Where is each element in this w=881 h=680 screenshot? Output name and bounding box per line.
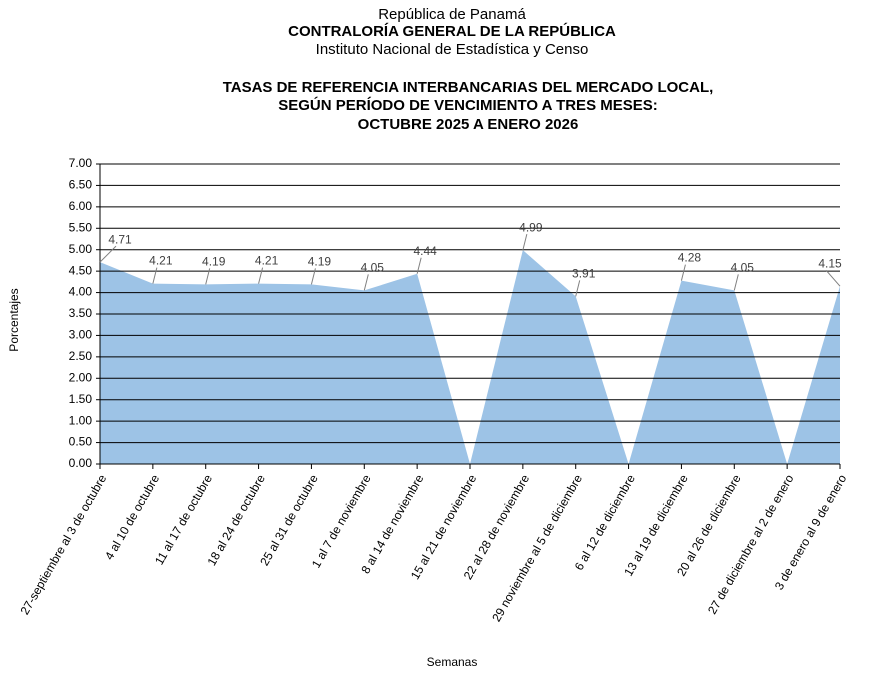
y-tick-label: 6.00	[69, 199, 93, 213]
y-tick-label: 5.00	[69, 242, 93, 256]
data-label: 4.21	[255, 254, 279, 268]
leader-line	[575, 280, 581, 297]
y-tick-label: 3.50	[69, 306, 93, 320]
data-label: 4.19	[202, 255, 226, 269]
header-line: Instituto Nacional de Estadística y Cens…	[316, 41, 589, 58]
x-tick-label: 4 al 10 de octubre	[102, 472, 162, 562]
data-label: 4.15	[818, 256, 842, 270]
data-label: 4.28	[678, 251, 702, 265]
data-label: 4.19	[308, 255, 332, 269]
y-tick-label: 6.50	[69, 178, 93, 192]
leader-line	[522, 234, 528, 251]
chart-title: OCTUBRE 2025 A ENERO 2026	[358, 116, 579, 133]
y-tick-label: 5.50	[69, 220, 93, 234]
leader-line	[310, 268, 316, 285]
x-tick-label: 25 al 31 de octubre	[257, 472, 321, 568]
header-line: República de Panamá	[378, 6, 526, 23]
x-axis-title: Semanas	[427, 655, 478, 669]
leader-line	[825, 269, 841, 287]
y-tick-label: 4.00	[69, 285, 93, 299]
leader-line	[258, 267, 264, 284]
data-label: 4.21	[149, 254, 173, 268]
chart-title: TASAS DE REFERENCIA INTERBANCARIAS DEL M…	[223, 79, 714, 96]
leader-line	[733, 274, 739, 291]
data-label: 3.91	[572, 267, 596, 281]
area	[100, 250, 840, 464]
y-tick-label: 3.00	[69, 328, 93, 342]
y-tick-label: 4.50	[69, 263, 93, 277]
x-tick-label: 1 al 7 de noviembre	[309, 472, 374, 571]
chart-title: SEGÚN PERÍODO DE VENCIMIENTO A TRES MESE…	[278, 96, 658, 114]
data-label: 4.44	[413, 244, 437, 258]
y-tick-label: 1.00	[69, 413, 93, 427]
header-line: CONTRALORÍA GENERAL DE LA REPÚBLICA	[288, 22, 616, 40]
data-label: 4.05	[361, 261, 385, 275]
x-tick-label: 18 al 24 de octubre	[204, 472, 268, 568]
x-tick-label: 6 al 12 de diciembre	[572, 472, 638, 573]
leader-line	[416, 257, 422, 274]
leader-line	[363, 274, 369, 291]
x-tick-label: 27-septiembre al 3 de octubre	[18, 472, 110, 617]
y-tick-label: 2.50	[69, 349, 93, 363]
y-tick-label: 0.50	[69, 435, 93, 449]
data-label: 4.71	[108, 232, 132, 246]
y-tick-label: 2.00	[69, 370, 93, 384]
leader-line	[152, 267, 158, 284]
leader-line	[205, 268, 211, 285]
x-tick-label: 11 al 17 de octubre	[152, 472, 215, 567]
x-tick-label: 29 noviembre al 5 de diciembre	[489, 472, 585, 624]
data-label: 4.99	[519, 220, 543, 234]
leader-line	[680, 264, 686, 281]
data-label: 4.05	[731, 261, 755, 275]
y-axis-title: Porcentajes	[7, 288, 21, 351]
y-tick-label: 1.50	[69, 392, 93, 406]
y-tick-label: 0.00	[69, 456, 93, 470]
leader-line	[99, 245, 117, 263]
y-tick-label: 7.00	[69, 156, 93, 170]
